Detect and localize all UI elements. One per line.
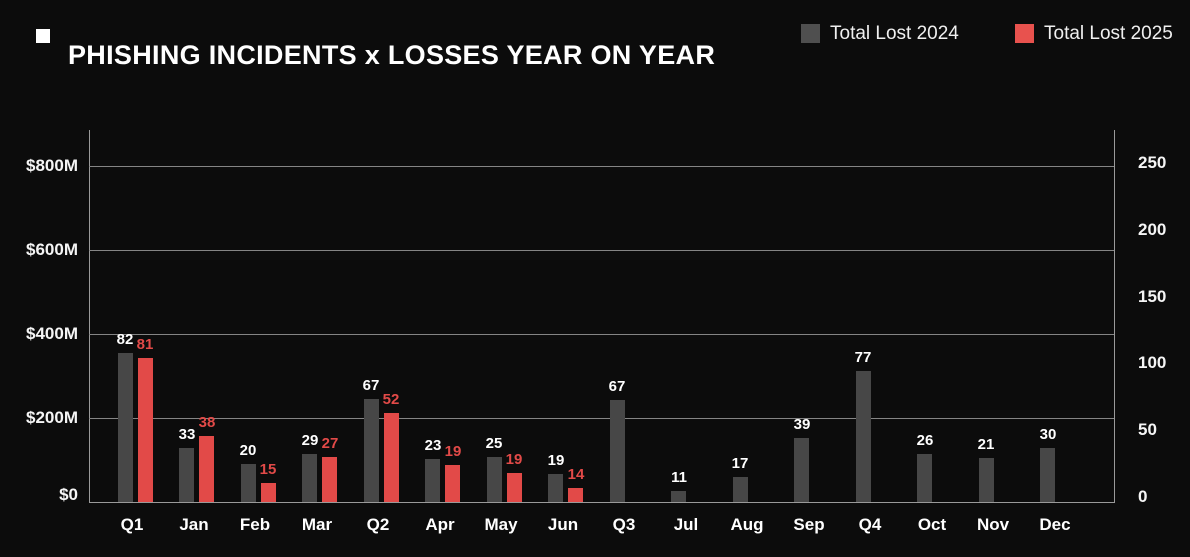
title-bullet-icon [36, 29, 50, 43]
bar-2025-may [507, 473, 522, 502]
bar-2024-q4 [856, 371, 871, 502]
x-label-jul: Jul [673, 515, 699, 534]
bar-2024-dec [1040, 448, 1055, 502]
x-label-jan: Jan [179, 515, 209, 534]
bar-2024-feb [241, 464, 256, 502]
bar-2024-sep [794, 438, 809, 502]
bar-label-2024-apr: 23 [424, 437, 442, 454]
bar-label-2024-may: 25 [485, 435, 503, 452]
right-tick-50: 50 [1138, 420, 1157, 439]
legend-label-2024: Total Lost 2024 [830, 23, 959, 44]
left-tick--800m: $800M [26, 156, 78, 175]
bar-label-2024-dec: 30 [1039, 426, 1057, 443]
x-label-apr: Apr [425, 515, 455, 534]
left-tick--200m: $200M [26, 408, 78, 427]
bar-label-2024-feb: 20 [239, 442, 257, 459]
bar-label-2025-q1: 81 [136, 336, 154, 353]
legend-item-2025: Total Lost 2025 [1015, 24, 1173, 43]
bar-label-2025-q2: 52 [382, 391, 400, 408]
bar-label-2024-q2: 67 [362, 377, 380, 394]
x-label-may: May [484, 515, 518, 534]
bar-label-2025-mar: 27 [321, 435, 339, 452]
x-label-q4: Q4 [858, 515, 882, 534]
legend-swatch-2024 [801, 24, 820, 43]
bar-label-2024-oct: 26 [916, 432, 934, 449]
x-label-aug: Aug [730, 515, 764, 534]
bar-2024-apr [425, 459, 440, 502]
bar-label-2024-aug: 17 [731, 455, 749, 472]
gridline--600m [89, 250, 1114, 251]
x-label-mar: Mar [301, 515, 333, 534]
right-tick-150: 150 [1138, 287, 1167, 306]
gridline--200m [89, 418, 1114, 419]
legend-swatch-2025 [1015, 24, 1034, 43]
bar-label-2024-jul: 11 [671, 469, 687, 486]
right-axis-line [1114, 130, 1115, 502]
right-tick-250: 250 [1138, 153, 1167, 172]
bar-2024-may [487, 457, 502, 502]
x-label-sep: Sep [793, 515, 825, 534]
x-label-q2: Q2 [366, 515, 390, 534]
x-label-feb: Feb [239, 515, 271, 534]
bar-label-2024-sep: 39 [793, 416, 811, 433]
bar-2025-jan [199, 436, 214, 502]
bar-label-2024-q1: 82 [116, 331, 134, 348]
bar-2025-jun [568, 488, 583, 502]
bar-label-2025-feb: 15 [259, 461, 277, 478]
x-label-dec: Dec [1039, 515, 1071, 534]
bar-2024-jan [179, 448, 194, 502]
x-label-oct: Oct [917, 515, 947, 534]
bar-2025-feb [261, 483, 276, 502]
bar-2024-aug [733, 477, 748, 502]
page-title: PHISHING INCIDENTS x LOSSES YEAR ON YEAR [68, 40, 716, 71]
bar-label-2024-q3: 67 [608, 378, 626, 395]
x-label-nov: Nov [976, 515, 1010, 534]
x-label-jun: Jun [547, 515, 579, 534]
x-axis-line [89, 502, 1115, 503]
legend-item-2024: Total Lost 2024 [801, 24, 959, 43]
gridline--400m [89, 334, 1114, 335]
right-tick-200: 200 [1138, 220, 1167, 239]
bar-2025-q2 [384, 413, 399, 502]
bar-label-2024-jun: 19 [547, 452, 565, 469]
bar-2024-q3 [610, 400, 625, 502]
bar-2024-jun [548, 474, 563, 502]
right-tick-100: 100 [1138, 353, 1167, 372]
x-label-q1: Q1 [120, 515, 144, 534]
bar-2024-q2 [364, 399, 379, 502]
bar-2024-mar [302, 454, 317, 502]
left-tick--0: $0 [59, 485, 78, 504]
bar-label-2024-mar: 29 [301, 432, 319, 449]
bar-label-2024-jan: 33 [178, 426, 196, 443]
left-axis-line [89, 130, 90, 502]
left-tick--400m: $400M [26, 324, 78, 343]
bar-2025-apr [445, 465, 460, 502]
x-label-q3: Q3 [612, 515, 636, 534]
bar-label-2024-nov: 21 [977, 436, 995, 453]
left-tick--600m: $600M [26, 240, 78, 259]
bar-2025-q1 [138, 358, 153, 502]
bar-label-2025-apr: 19 [444, 443, 462, 460]
right-tick-0: 0 [1138, 487, 1148, 506]
legend-label-2025: Total Lost 2025 [1044, 23, 1173, 44]
bar-label-2025-jun: 14 [567, 466, 585, 483]
bar-2024-oct [917, 454, 932, 502]
bar-2024-q1 [118, 353, 133, 502]
bar-2025-mar [322, 457, 337, 502]
gridline--800m [89, 166, 1114, 167]
bar-2024-jul [671, 491, 686, 502]
bar-label-2025-may: 19 [505, 451, 523, 468]
bar-label-2024-q4: 77 [854, 349, 872, 366]
bar-label-2025-jan: 38 [198, 414, 216, 431]
bar-2024-nov [979, 458, 994, 502]
